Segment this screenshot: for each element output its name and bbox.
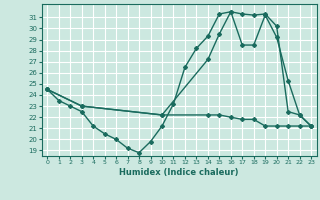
X-axis label: Humidex (Indice chaleur): Humidex (Indice chaleur) — [119, 168, 239, 177]
